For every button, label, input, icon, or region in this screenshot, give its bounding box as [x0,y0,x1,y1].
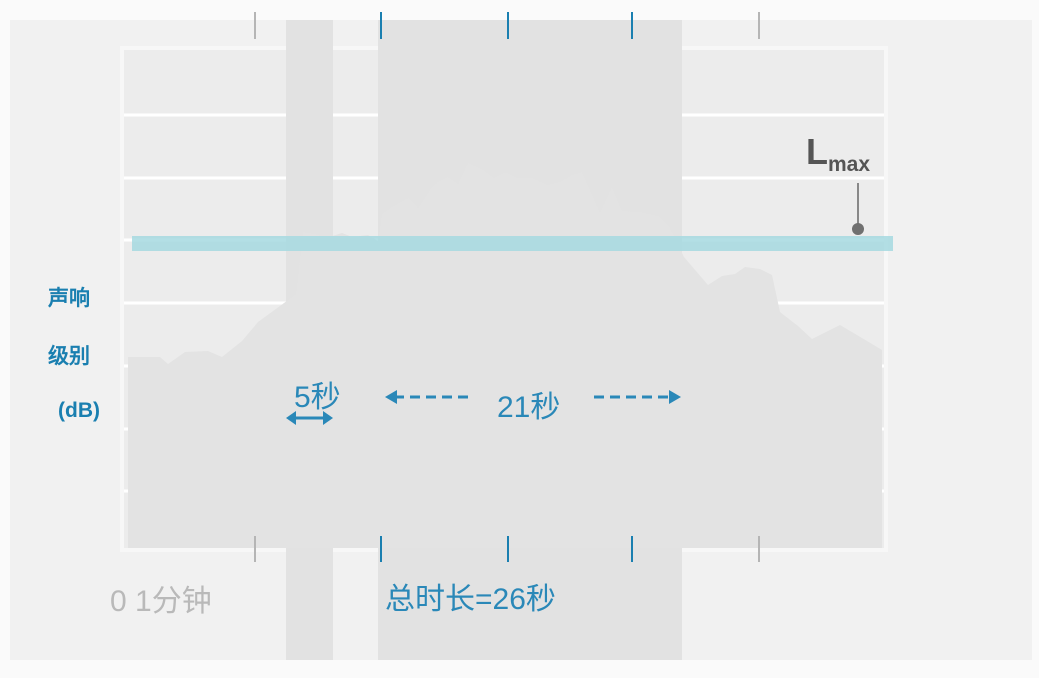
bottom-ticks [254,536,760,562]
lmax-pointer-dot [852,223,864,235]
y-axis-label-line3: (dB) [58,399,100,422]
y-axis-label-line2: 级别 [48,345,90,368]
duration-label-5s: 5秒 [294,381,341,414]
time-origin-label: 0 1分钟 [110,585,212,618]
threshold-band [132,236,893,251]
y-axis-label-line1: 声响 [48,287,90,310]
top-ticks [254,12,760,39]
duration-label-21s: 21秒 [497,391,561,424]
duration-arrow-5s [286,411,333,425]
lmax-label: Lmax [806,131,871,176]
duration-arrow-21s [385,390,681,404]
total-duration-label: 总时长=26秒 [385,583,556,616]
